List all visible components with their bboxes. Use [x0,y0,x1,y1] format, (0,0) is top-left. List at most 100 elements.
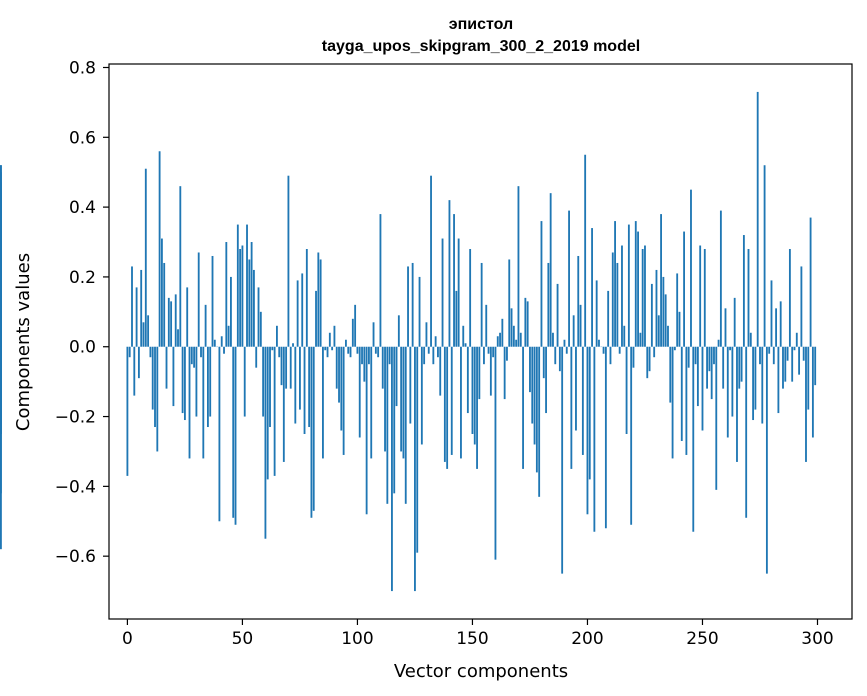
bar-136 [439,346,442,396]
bar-4 [135,287,138,347]
bar-183 [547,262,550,347]
bar-137 [441,238,444,347]
y-tick-label: −0.4 [55,477,96,497]
bar-189 [561,346,564,574]
bar-43 [225,242,228,347]
bar-35 [206,346,209,428]
bar-44 [227,325,230,347]
bar-19 [170,301,173,347]
x-tick-label: 100 [341,629,373,649]
bar-279 [768,346,771,354]
bar-266 [738,346,741,389]
y-tick-label: 0.2 [69,268,96,288]
bar-18 [167,297,170,347]
bar-163 [501,318,504,347]
y-tick-label: 0.4 [69,198,96,218]
bar-240 [678,311,681,347]
bar-23 [179,186,182,347]
chart-title-group: эпистол tayga_upos_skipgram_300_2_2019 m… [322,16,640,55]
bars-group [0,91,817,592]
bar-48 [236,224,239,347]
bar-271 [749,332,752,347]
bar-164 [503,346,506,400]
bar-265 [736,346,738,462]
bar-234 [664,294,667,347]
y-tick-label: −0.6 [55,547,96,567]
bar-10 [149,346,152,358]
bar-undefined [0,217,2,347]
bar-62 [269,346,271,428]
bar-243 [685,346,688,455]
bar-190 [563,339,566,347]
bar-104 [365,346,368,515]
bar-250 [701,346,704,431]
bar-67 [280,346,283,386]
x-tick-label: 200 [571,629,603,649]
bar-145 [460,346,462,459]
bar-20 [172,346,175,407]
bar-294 [802,346,805,361]
bar-151 [473,346,476,445]
bar-131 [427,346,430,354]
bar-65 [276,325,278,347]
bar-3 [133,346,136,396]
bar-196 [577,255,580,347]
bar-129 [423,346,426,365]
bar-98 [351,318,354,347]
bar-175 [529,346,531,393]
bar-219 [630,346,633,525]
bar-216 [623,325,626,347]
bar-258 [719,210,722,347]
bar-275 [759,346,761,365]
bar-79 [308,346,311,428]
bar-231 [657,315,660,347]
bar-138 [443,346,446,462]
bar-167 [510,308,513,347]
bar-194 [572,315,575,347]
bar-101 [358,346,361,438]
bar-121 [404,346,407,504]
bar-21 [174,294,177,347]
bar-202 [591,228,593,347]
y-tick-label: −0.2 [55,408,96,428]
bar-38 [213,339,216,347]
bar-14 [158,151,161,347]
y-axis-label: Components values [13,253,34,431]
plot-frame [108,63,853,620]
bar-261 [726,346,729,438]
bar-204 [595,280,598,347]
bar-46 [232,346,235,518]
bar-2 [131,266,133,347]
bar-60 [264,346,267,539]
bar-109 [377,346,380,358]
bar-180 [540,221,543,347]
bar-105 [368,346,370,365]
bar-214 [618,346,621,354]
bar-286 [784,346,787,382]
bar-81 [312,346,315,511]
bar-17 [165,346,168,389]
bar-82 [315,290,317,347]
x-tick-label: 150 [456,629,488,649]
chart-title: эпистол [449,16,513,33]
bar-150 [471,346,474,434]
bar-36 [209,346,212,417]
x-tick-label: 300 [801,629,833,649]
bar-128 [420,346,423,445]
bar-90 [333,325,336,347]
bar-91 [335,346,338,389]
bar-176 [531,346,534,424]
bar-182 [545,346,547,414]
bar-290 [793,346,796,351]
bar-223 [639,332,642,347]
bar-148 [466,346,469,414]
bar-92 [338,346,340,403]
bar-191 [565,346,568,354]
x-tick-label: 250 [686,629,718,649]
bar-283 [777,346,780,414]
bar-100 [356,346,359,354]
bar-292 [798,346,801,375]
bar-195 [575,346,577,431]
bar-122 [407,266,409,347]
bar-26 [186,287,189,347]
